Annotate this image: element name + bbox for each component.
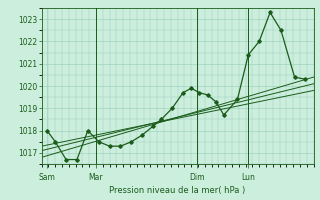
X-axis label: Pression niveau de la mer( hPa ): Pression niveau de la mer( hPa ) [109, 186, 246, 195]
